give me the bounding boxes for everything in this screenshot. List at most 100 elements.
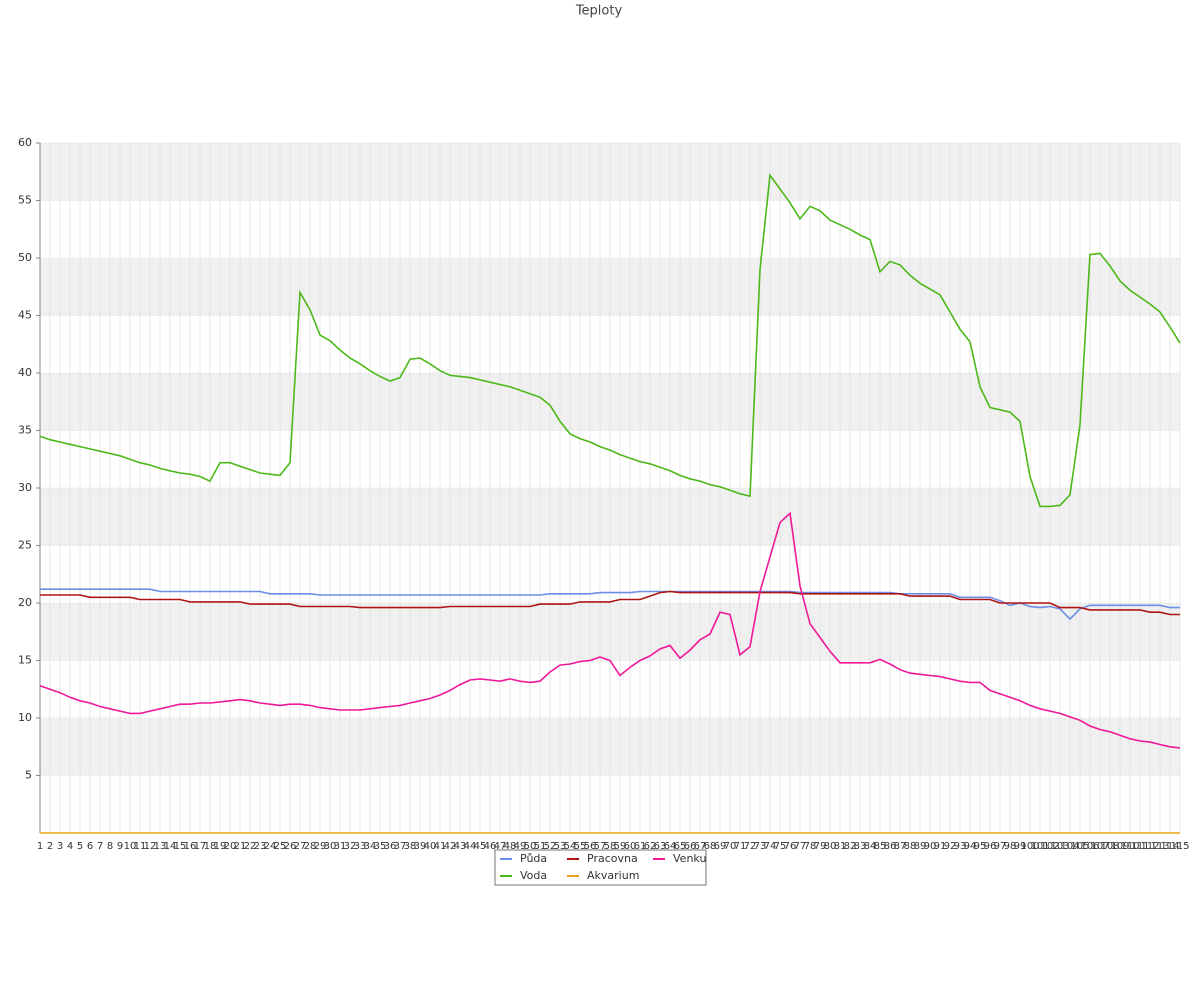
x-tick-label: 82 — [844, 841, 857, 852]
x-tick-label: 98 — [1004, 841, 1017, 852]
x-tick-label: 45 — [474, 841, 487, 852]
x-tick-label: 50 — [524, 841, 537, 852]
x-tick-label: 86 — [884, 841, 897, 852]
x-tick-label: 94 — [964, 841, 977, 852]
series-line — [40, 590, 1180, 616]
x-tick-label: 91 — [934, 841, 947, 852]
y-tick-label: 35 — [18, 424, 32, 437]
y-tick-label: 55 — [18, 194, 32, 207]
x-tick-label: 72 — [744, 841, 757, 852]
x-tick-label: 36 — [384, 841, 397, 852]
x-tick-label: 114 — [1160, 841, 1179, 852]
x-tick-label: 13 — [154, 841, 167, 852]
x-tick-label: 11 — [134, 841, 147, 852]
x-tick-label: 115 — [1170, 841, 1189, 852]
x-tick-label: 87 — [894, 841, 907, 852]
x-tick-label: 56 — [584, 841, 597, 852]
x-tick-label: 2 — [47, 841, 53, 852]
x-tick-label: 40 — [424, 841, 437, 852]
x-tick-label: 95 — [974, 841, 987, 852]
x-tick-label: 15 — [174, 841, 187, 852]
x-tick-label: 59 — [614, 841, 627, 852]
x-tick-label: 62 — [644, 841, 657, 852]
x-tick-label: 49 — [514, 841, 527, 852]
x-tick-label: 25 — [274, 841, 287, 852]
x-tick-label: 47 — [494, 841, 507, 852]
x-tick-label: 24 — [264, 841, 277, 852]
y-tick-label: 50 — [18, 251, 32, 264]
x-tick-label: 41 — [434, 841, 447, 852]
x-tick-label: 109 — [1110, 841, 1129, 852]
x-tick-label: 54 — [564, 841, 577, 852]
x-tick-label: 73 — [754, 841, 767, 852]
x-tick-label: 111 — [1130, 841, 1149, 852]
x-tick-label: 103 — [1050, 841, 1069, 852]
x-tick-label: 19 — [214, 841, 227, 852]
x-tick-label: 39 — [414, 841, 427, 852]
x-tick-label: 79 — [814, 841, 827, 852]
x-tick-label: 65 — [674, 841, 687, 852]
x-tick-label: 108 — [1100, 841, 1119, 852]
x-tick-label: 84 — [864, 841, 877, 852]
x-tick-label: 26 — [284, 841, 297, 852]
x-tick-label: 27 — [294, 841, 307, 852]
x-tick-label: 104 — [1060, 841, 1079, 852]
x-tick-label: 29 — [314, 841, 327, 852]
x-tick-label: 23 — [254, 841, 267, 852]
x-tick-label: 88 — [904, 841, 917, 852]
x-tick-label: 58 — [604, 841, 617, 852]
x-tick-label: 66 — [684, 841, 697, 852]
x-tick-label: 18 — [204, 841, 217, 852]
y-tick-label: 10 — [18, 711, 32, 724]
x-tick-label: 52 — [544, 841, 557, 852]
x-tick-label: 85 — [874, 841, 887, 852]
legend-label: Půda — [520, 852, 547, 865]
legend-label: Voda — [520, 869, 547, 882]
x-tick-label: 22 — [244, 841, 257, 852]
x-tick-label: 83 — [854, 841, 867, 852]
x-tick-label: 110 — [1120, 841, 1139, 852]
x-tick-label: 107 — [1090, 841, 1109, 852]
x-tick-label: 33 — [354, 841, 367, 852]
y-tick-label: 60 — [18, 136, 32, 149]
x-tick-label: 57 — [594, 841, 607, 852]
x-tick-label: 9 — [117, 841, 123, 852]
x-tick-label: 70 — [724, 841, 737, 852]
x-tick-label: 67 — [694, 841, 707, 852]
x-tick-label: 64 — [664, 841, 677, 852]
x-tick-label: 42 — [444, 841, 457, 852]
x-tick-label: 60 — [624, 841, 637, 852]
x-tick-label: 71 — [734, 841, 747, 852]
x-tick-label: 5 — [77, 841, 83, 852]
x-tick-label: 20 — [224, 841, 237, 852]
x-tick-label: 113 — [1150, 841, 1169, 852]
x-tick-label: 101 — [1030, 841, 1049, 852]
x-tick-label: 96 — [984, 841, 997, 852]
legend-label: Venku — [673, 852, 706, 865]
x-tick-label: 10 — [124, 841, 137, 852]
x-tick-label: 12 — [144, 841, 157, 852]
x-tick-label: 34 — [364, 841, 377, 852]
x-tick-label: 76 — [784, 841, 797, 852]
x-tick-label: 53 — [554, 841, 567, 852]
series-line — [39, 173, 1181, 508]
x-tick-label: 106 — [1080, 841, 1099, 852]
y-tick-label: 15 — [18, 654, 32, 667]
x-tick-label: 7 — [97, 841, 103, 852]
x-tick-label: 105 — [1070, 841, 1089, 852]
chart-title: Teploty — [575, 4, 623, 19]
x-tick-label: 93 — [954, 841, 967, 852]
legend-label: Pracovna — [587, 852, 638, 865]
x-tick-label: 69 — [714, 841, 727, 852]
x-tick-label: 35 — [374, 841, 387, 852]
x-tick-label: 63 — [654, 841, 667, 852]
x-tick-label: 61 — [634, 841, 647, 852]
x-tick-label: 46 — [484, 841, 497, 852]
x-tick-label: 75 — [774, 841, 787, 852]
x-tick-label: 31 — [334, 841, 347, 852]
y-tick-label: 40 — [18, 366, 32, 379]
x-tick-label: 4 — [67, 841, 73, 852]
x-tick-label: 6 — [87, 841, 93, 852]
x-tick-label: 21 — [234, 841, 247, 852]
x-tick-label: 43 — [454, 841, 467, 852]
